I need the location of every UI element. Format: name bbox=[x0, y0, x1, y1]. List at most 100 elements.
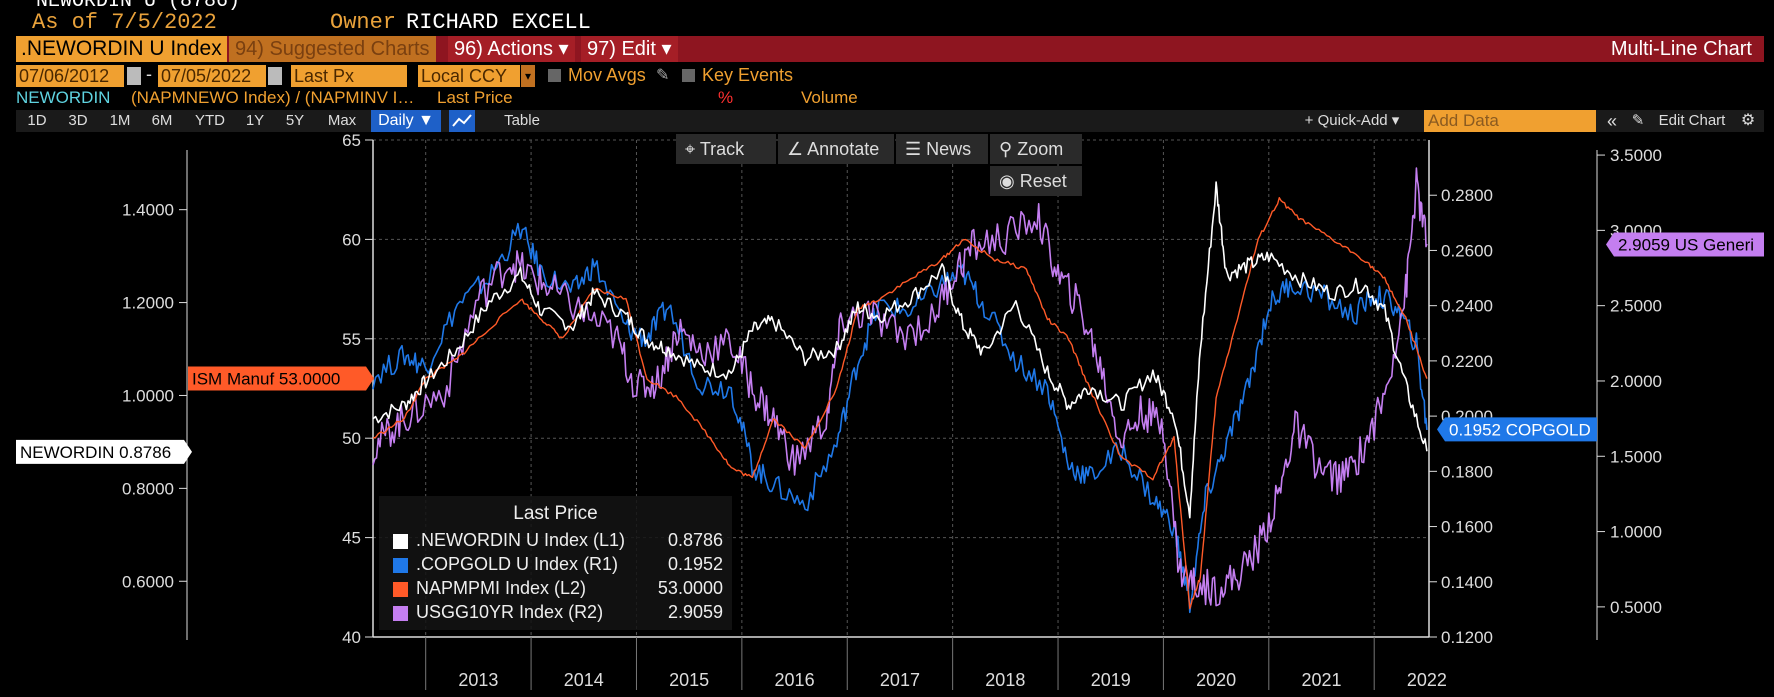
x-tick-label: 2020 bbox=[1196, 670, 1236, 690]
y-tick-label-r1: 0.1600 bbox=[1441, 518, 1493, 537]
mov-avgs-label: Mov Avgs bbox=[568, 65, 646, 85]
chart-series bbox=[372, 167, 1428, 614]
legend-entry-value: 2.9059 bbox=[667, 602, 723, 622]
y-tick-label-l1: 1.2000 bbox=[122, 294, 174, 313]
add-data-input[interactable]: Add Data bbox=[1424, 110, 1596, 132]
y-tick-label-r1: 0.2800 bbox=[1441, 186, 1493, 205]
track-button[interactable]: ⌖ Track bbox=[676, 134, 776, 164]
frequency-select[interactable]: Daily ▼ bbox=[371, 110, 441, 132]
annotate-button[interactable]: ∠ Annotate bbox=[778, 134, 894, 164]
y-tick-label-r2: 0.5000 bbox=[1610, 598, 1662, 617]
owner-label: Owner bbox=[330, 10, 397, 35]
currency-select[interactable]: Local CCY bbox=[418, 65, 520, 87]
period-button[interactable]: 3D bbox=[68, 112, 88, 129]
series-line-usgg10 bbox=[372, 167, 1428, 607]
y-tick-label-r2: 1.0000 bbox=[1610, 523, 1662, 542]
calendar-icon[interactable] bbox=[268, 67, 282, 85]
y-tick-label-r2: 1.5000 bbox=[1610, 447, 1662, 466]
y-tick-label-l2: 45 bbox=[342, 529, 361, 548]
pencil-icon[interactable]: ✎ bbox=[656, 67, 670, 84]
y-tick-label-l2: 40 bbox=[342, 628, 361, 647]
reset-icon: ◉ bbox=[999, 171, 1020, 191]
as-of-date: As of 7/5/2022 bbox=[32, 10, 217, 35]
line-chart-icon[interactable] bbox=[449, 110, 475, 132]
security-title: NEWORDIN U (8786) bbox=[36, 0, 241, 13]
x-tick-label: 2015 bbox=[669, 670, 709, 690]
chart-axes: 2013 2014 2015 2016 2017 2018 2019 2020 2021 2022… bbox=[122, 131, 1662, 690]
y-tick-label-r2: 2.5000 bbox=[1610, 297, 1662, 316]
last-value-tag-label: 2.9059 US Generi bbox=[1618, 236, 1754, 255]
end-date-field[interactable]: 07/05/2022 bbox=[158, 65, 266, 87]
reset-label: Reset bbox=[1019, 171, 1067, 191]
edit-menu[interactable]: 97) Edit ▾ bbox=[581, 36, 678, 62]
collapse-icon[interactable]: « bbox=[1606, 111, 1617, 131]
legend-entry[interactable]: .NEWORDIN U Index (L1) 0.8786 bbox=[393, 530, 723, 554]
y-tick-label-l2: 60 bbox=[342, 230, 361, 249]
date-separator: - bbox=[146, 64, 152, 84]
track-label: Track bbox=[699, 139, 745, 159]
table-button[interactable]: Table bbox=[504, 112, 540, 129]
crosshair-icon: ⌖ bbox=[685, 139, 700, 159]
legend-entry[interactable]: USGG10YR Index (R2) 2.9059 bbox=[393, 602, 723, 626]
chart-type-label: Multi-Line Chart bbox=[1610, 38, 1752, 60]
news-button[interactable]: ☰ News bbox=[896, 134, 988, 164]
legend-entry-value: 53.0000 bbox=[657, 578, 723, 598]
series-field[interactable]: Last Price bbox=[437, 88, 513, 107]
period-button[interactable]: 5Y bbox=[285, 112, 305, 129]
legend-entry-value: 0.1952 bbox=[667, 554, 723, 574]
calendar-icon[interactable] bbox=[127, 67, 141, 85]
x-tick-label: 2016 bbox=[775, 670, 815, 690]
last-value-tag-label: ISM Manuf 53.0000 bbox=[192, 370, 340, 389]
x-tick-label: 2019 bbox=[1091, 670, 1131, 690]
ticker-field[interactable]: .NEWORDIN U Index bbox=[16, 36, 227, 62]
legend-entry-name: .NEWORDIN U Index (L1) bbox=[416, 530, 626, 550]
zoom-button[interactable]: ⚲ Zoom bbox=[990, 134, 1082, 164]
legend-entry-value: 0.8786 bbox=[667, 530, 723, 550]
series-name: NEWORDIN bbox=[16, 88, 111, 107]
last-value-tag-label: 0.1952 COPGOLD bbox=[1449, 420, 1591, 439]
reset-button[interactable]: ◉ Reset bbox=[990, 166, 1082, 196]
key-events-toggle[interactable] bbox=[682, 69, 695, 87]
suggested-charts-button[interactable]: 94) Suggested Charts bbox=[229, 36, 436, 62]
x-tick-label: 2013 bbox=[458, 670, 498, 690]
legend-entry[interactable]: NAPMPMI Index (L2) 53.0000 bbox=[393, 578, 723, 602]
x-tick-label: 2021 bbox=[1301, 670, 1341, 690]
period-button[interactable]: 1Y bbox=[245, 112, 265, 129]
legend-entry-name: .COPGOLD U Index (R1) bbox=[416, 554, 619, 574]
mov-avgs-toggle[interactable] bbox=[548, 69, 561, 87]
y-tick-label-r1: 0.1800 bbox=[1441, 462, 1493, 481]
owner-name: RICHARD EXCELL bbox=[406, 10, 591, 35]
period-button[interactable]: 1M bbox=[109, 112, 131, 129]
x-tick-label: 2018 bbox=[985, 670, 1025, 690]
period-button[interactable]: Max bbox=[327, 112, 357, 129]
legend-swatch bbox=[393, 534, 408, 549]
x-tick-label: 2022 bbox=[1407, 670, 1447, 690]
gear-icon[interactable]: ⚙ bbox=[1740, 112, 1756, 129]
chevron-down-icon[interactable]: ▾ bbox=[521, 65, 535, 87]
y-tick-label-l2: 65 bbox=[342, 131, 361, 150]
volume-label[interactable]: Volume bbox=[801, 88, 858, 107]
period-button[interactable]: 1D bbox=[27, 112, 47, 129]
actions-menu[interactable]: 96) Actions ▾ bbox=[448, 36, 575, 62]
pencil-icon[interactable]: ✎ bbox=[1631, 112, 1645, 129]
price-field-select[interactable]: Last Px bbox=[291, 65, 407, 87]
y-tick-label-r1: 0.2200 bbox=[1441, 352, 1493, 371]
last-value-tag bbox=[1437, 417, 1597, 442]
percent-toggle[interactable]: % bbox=[718, 88, 734, 107]
chart-legend: Last Price .NEWORDIN U Index (L1) 0.8786… bbox=[379, 496, 732, 630]
y-tick-label-r1: 0.2600 bbox=[1441, 241, 1493, 260]
edit-chart-button[interactable]: Edit Chart bbox=[1658, 112, 1726, 129]
annotate-icon: ∠ bbox=[787, 139, 808, 159]
legend-entry[interactable]: .COPGOLD U Index (R1) 0.1952 bbox=[393, 554, 723, 578]
annotate-label: Annotate bbox=[807, 139, 880, 159]
x-tick-label: 2017 bbox=[880, 670, 920, 690]
news-icon: ☰ bbox=[905, 139, 927, 159]
period-button[interactable]: YTD bbox=[195, 112, 225, 129]
legend-swatch bbox=[393, 582, 408, 597]
period-button[interactable]: 6M bbox=[151, 112, 173, 129]
series-formula[interactable]: (NAPMNEWO Index) / (NAPMINV I… bbox=[131, 88, 415, 107]
start-date-field[interactable]: 07/06/2012 bbox=[16, 65, 124, 87]
quick-add-button[interactable]: + Quick-Add ▾ bbox=[1304, 112, 1400, 129]
news-label: News bbox=[926, 139, 972, 159]
